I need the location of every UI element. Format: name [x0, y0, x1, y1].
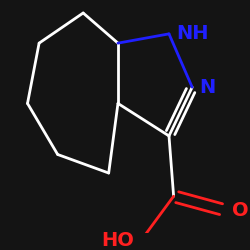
Text: N: N [199, 78, 216, 97]
Text: HO: HO [101, 231, 134, 250]
Text: O: O [232, 201, 248, 220]
Text: NH: NH [176, 24, 208, 43]
